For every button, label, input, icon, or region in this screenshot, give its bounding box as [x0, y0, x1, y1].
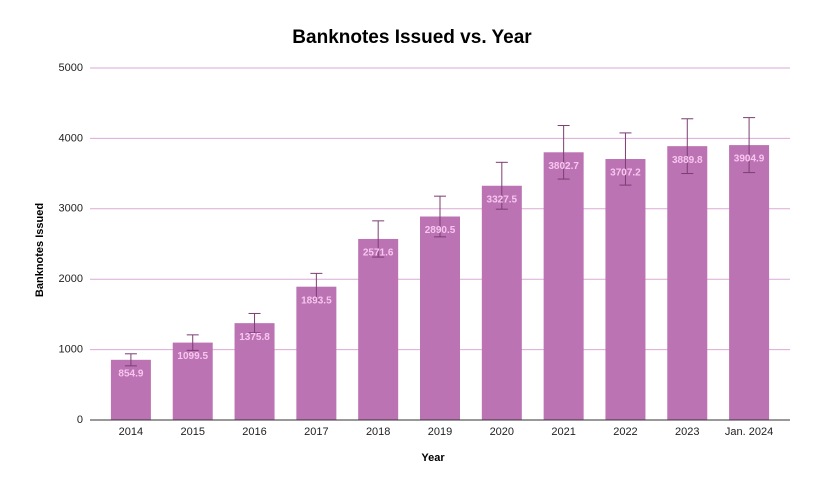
chart-title: Banknotes Issued vs. Year — [292, 27, 532, 48]
value-label: 3327.5 — [487, 194, 518, 205]
x-tick-label: 2021 — [551, 426, 575, 438]
x-tick-label: 2020 — [490, 426, 514, 438]
bar — [296, 286, 337, 420]
value-label: 2890.5 — [425, 225, 456, 236]
x-tick-label: 2018 — [366, 426, 390, 438]
bar — [172, 342, 213, 420]
bar — [481, 185, 522, 420]
bar — [667, 146, 708, 420]
bar — [234, 323, 275, 420]
value-label: 1375.8 — [239, 332, 270, 343]
value-label: 1893.5 — [301, 295, 332, 306]
value-label: 854.9 — [118, 368, 143, 379]
y-tick-label: 2000 — [59, 273, 83, 285]
bar — [543, 152, 584, 420]
y-tick-label: 0 — [77, 414, 83, 426]
x-tick-label: 2014 — [119, 426, 143, 438]
value-label: 1099.5 — [177, 351, 208, 362]
value-label: 3904.9 — [734, 154, 765, 165]
value-label: 3889.8 — [672, 155, 703, 166]
y-tick-label: 5000 — [59, 62, 83, 74]
value-label: 3802.7 — [548, 161, 579, 172]
x-tick-label: Jan. 2024 — [725, 426, 773, 438]
y-tick-label: 1000 — [59, 344, 83, 356]
value-label: 3707.2 — [610, 168, 641, 179]
y-tick-label: 4000 — [59, 132, 83, 144]
y-tick-label: 3000 — [59, 203, 83, 215]
y-axis-title: Banknotes Issued — [34, 203, 46, 297]
x-tick-label: 2019 — [428, 426, 452, 438]
x-tick-label: 2016 — [242, 426, 266, 438]
bar — [420, 216, 460, 420]
x-tick-label: 2023 — [675, 426, 699, 438]
x-tick-label: 2017 — [304, 426, 328, 438]
bar — [110, 359, 151, 420]
bar — [605, 159, 646, 420]
bar — [729, 145, 770, 421]
x-tick-label: 2022 — [613, 426, 637, 438]
x-tick-label: 2015 — [180, 426, 204, 438]
bar — [358, 238, 399, 420]
value-label: 2571.6 — [363, 248, 394, 259]
x-axis-title: Year — [421, 452, 445, 464]
